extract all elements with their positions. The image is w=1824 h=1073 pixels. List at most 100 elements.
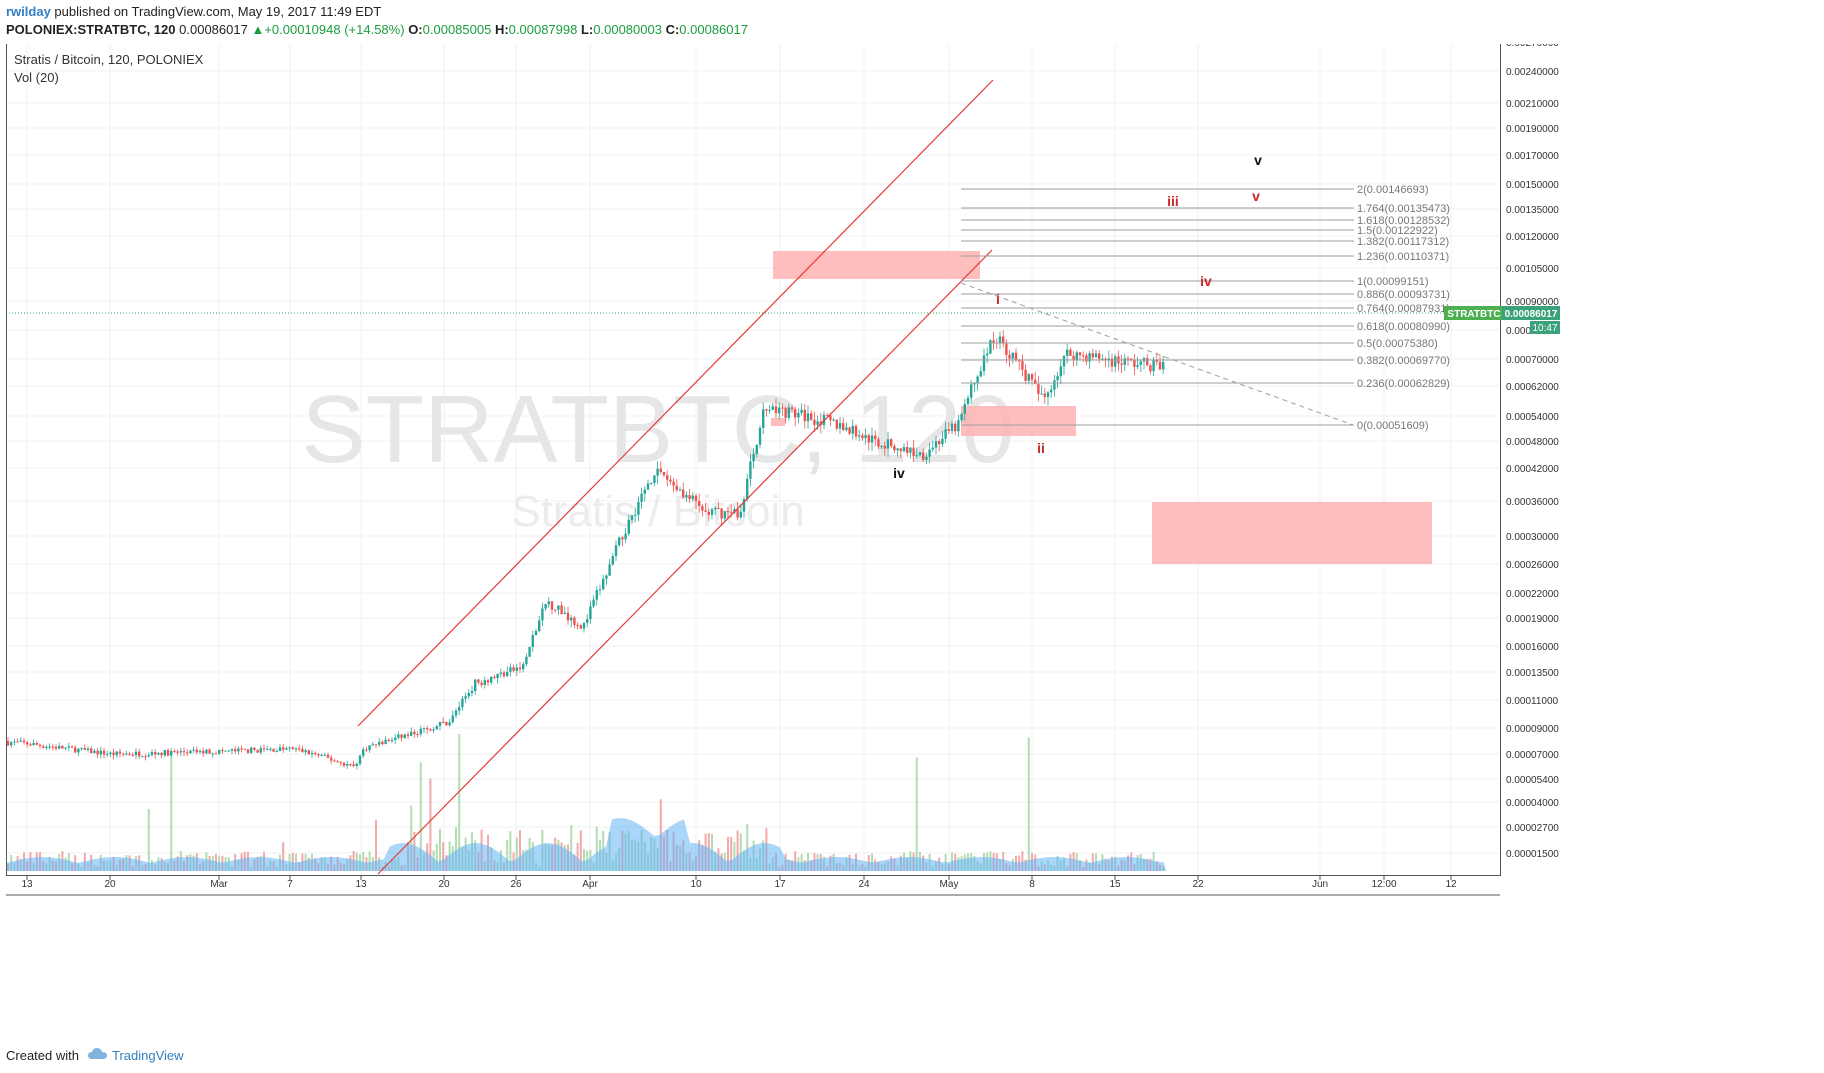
candle-body — [842, 423, 845, 431]
price-chart[interactable]: STRATBTC, 120 Stratis / Bitcoin 2(0.0014… — [6, 44, 1746, 1036]
y-tick-label: 0.00090000 — [1506, 297, 1559, 308]
candle-body — [413, 731, 416, 735]
candle-body — [400, 734, 403, 738]
header: rwilday published on TradingView.com, Ma… — [0, 0, 1824, 44]
candle-body — [1149, 365, 1152, 372]
candle-body — [93, 750, 96, 754]
author-link[interactable]: rwilday — [6, 4, 51, 19]
candle-body — [627, 519, 630, 534]
candle-body — [192, 749, 195, 751]
volume-bar — [419, 762, 422, 871]
candle-body — [1162, 361, 1165, 370]
x-tick-label: 17 — [774, 879, 786, 890]
candle-body — [106, 753, 109, 755]
candle-body — [336, 761, 339, 763]
candle-body — [838, 423, 842, 429]
candle-body — [781, 407, 784, 409]
candle-body — [467, 692, 470, 697]
candle-body — [83, 748, 86, 750]
candle-body — [608, 564, 611, 576]
small-zone — [771, 418, 785, 426]
candle-body — [989, 340, 992, 354]
volume-bar — [410, 805, 413, 871]
candle-body — [410, 731, 413, 736]
candle-body — [442, 721, 445, 723]
candle-body — [701, 506, 704, 511]
candle-body — [38, 744, 42, 747]
candle-body — [640, 493, 643, 503]
y-tick-label: 0.00026000 — [1506, 560, 1559, 571]
fib-label: 0.5(0.00075380) — [1357, 338, 1438, 350]
candle-body — [77, 748, 80, 753]
candle-body — [384, 739, 387, 744]
candle-body — [90, 748, 93, 754]
wave-label: iv — [1200, 273, 1212, 289]
candle-body — [752, 453, 755, 462]
low-value: 0.00080003 — [593, 22, 662, 37]
candle-body — [685, 495, 688, 498]
candle-body — [35, 743, 38, 745]
x-tick-label: 8 — [1029, 879, 1035, 890]
wave-label: v — [1254, 152, 1262, 168]
published-text: published on TradingView.com, May 19, 20… — [54, 4, 382, 19]
candle-body — [355, 763, 358, 767]
candle-body — [550, 601, 554, 610]
watermark-sub: Stratis / Bitcoin — [511, 487, 804, 536]
candle-body — [454, 710, 458, 716]
candle-body — [1037, 384, 1040, 394]
candle-body — [755, 444, 758, 454]
candle-body — [717, 507, 720, 509]
fib-label: 0.764(0.00087931) — [1357, 303, 1450, 315]
candle-body — [515, 667, 518, 671]
candle-body — [266, 749, 269, 751]
candle-body — [285, 748, 288, 750]
candle-body — [688, 495, 691, 499]
candle-body — [678, 489, 682, 491]
candle-body — [576, 624, 579, 626]
high-value: 0.00087998 — [508, 22, 578, 37]
candle-body — [304, 750, 307, 753]
tradingview-link[interactable]: TradingView — [112, 1048, 184, 1063]
symbol-name: POLONIEX:STRATBTC, 120 — [6, 22, 176, 37]
candle-body — [794, 409, 797, 418]
close-value: 0.00086017 — [679, 22, 748, 37]
candle-body — [509, 667, 512, 672]
fib-label: 0.618(0.00080990) — [1357, 321, 1450, 333]
y-tick-label: 0.00001500 — [1506, 849, 1559, 860]
candle-body — [326, 754, 330, 758]
y-tick-label: 0.00011000 — [1506, 696, 1559, 707]
candle-body — [595, 590, 598, 600]
candle-body — [186, 752, 189, 754]
candle-body — [166, 749, 170, 756]
candle-body — [586, 619, 589, 623]
candle-body — [45, 746, 48, 748]
volume-bar — [730, 837, 733, 871]
candle-body — [64, 747, 67, 749]
y-tick-label: 0.00105000 — [1506, 264, 1559, 275]
candle-body — [704, 510, 707, 512]
candle-body — [957, 420, 960, 432]
candle-body — [922, 452, 925, 460]
zones — [771, 251, 1432, 564]
candle-body — [211, 753, 214, 755]
candle-body — [739, 511, 742, 518]
volume-bar — [147, 808, 150, 871]
candle-body — [205, 749, 208, 754]
candle-body — [861, 435, 864, 439]
candle-body — [730, 511, 733, 513]
candle-body — [349, 764, 352, 766]
candle-body — [128, 753, 131, 755]
candle-body — [874, 435, 877, 440]
candle-body — [74, 747, 77, 753]
candle-body — [134, 751, 138, 756]
candle-body — [493, 676, 496, 679]
candle-body — [643, 489, 646, 494]
symbol-tag-text: STRATBTC — [1447, 309, 1500, 320]
candle-body — [1088, 353, 1091, 362]
candle-body — [896, 448, 899, 451]
candle-body — [883, 445, 886, 449]
candle-body — [675, 485, 678, 491]
volume-bar — [1021, 851, 1024, 871]
y-tick-label: 0.00019000 — [1506, 614, 1559, 625]
candle-body — [483, 680, 486, 685]
